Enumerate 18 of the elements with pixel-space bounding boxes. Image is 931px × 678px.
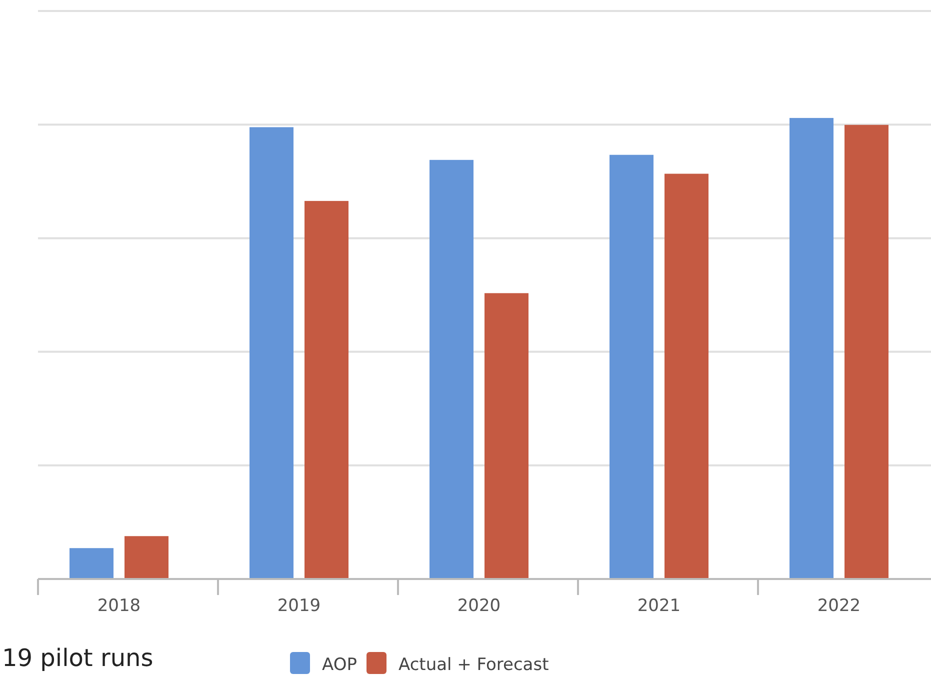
bar xyxy=(124,536,168,579)
legend-label: AOP xyxy=(322,655,357,675)
bar xyxy=(430,160,474,579)
x-tick-label: 2020 xyxy=(457,596,501,616)
bar xyxy=(610,154,654,579)
x-tick-label: 2018 xyxy=(97,596,141,616)
bar xyxy=(844,124,888,579)
bar xyxy=(304,200,348,579)
x-tick-label: 2022 xyxy=(817,596,861,616)
bar xyxy=(70,548,114,579)
bar xyxy=(790,118,834,579)
bar xyxy=(250,127,294,579)
bar xyxy=(664,174,708,579)
text: 19 pilot runs xyxy=(2,644,154,672)
x-tick-label: 2019 xyxy=(277,596,321,616)
x-tick-label: 2021 xyxy=(637,596,681,616)
legend-label: Actual + Forecast xyxy=(398,655,550,675)
bar xyxy=(484,293,528,579)
